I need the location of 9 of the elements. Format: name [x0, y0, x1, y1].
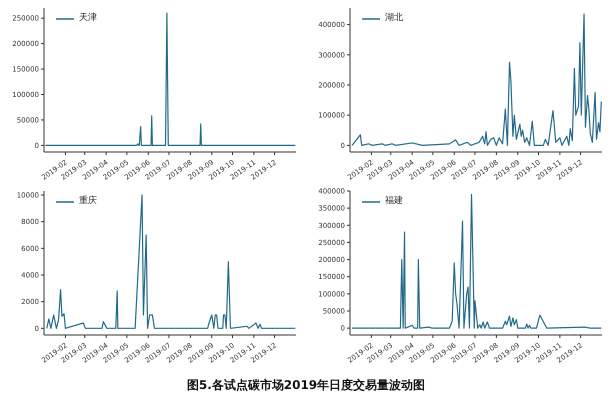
- line-series: [46, 194, 296, 329]
- caption: 图5.各试点碳市场2019年日度交易量波动图: [186, 377, 426, 394]
- legend-label: 天津: [79, 13, 97, 24]
- legend-label: 福建: [385, 196, 403, 207]
- line-series: [44, 12, 296, 146]
- legend-label: 重庆: [79, 196, 97, 207]
- legend-label: 湖北: [385, 13, 403, 24]
- line-series: [351, 13, 602, 146]
- line-series: [351, 194, 602, 329]
